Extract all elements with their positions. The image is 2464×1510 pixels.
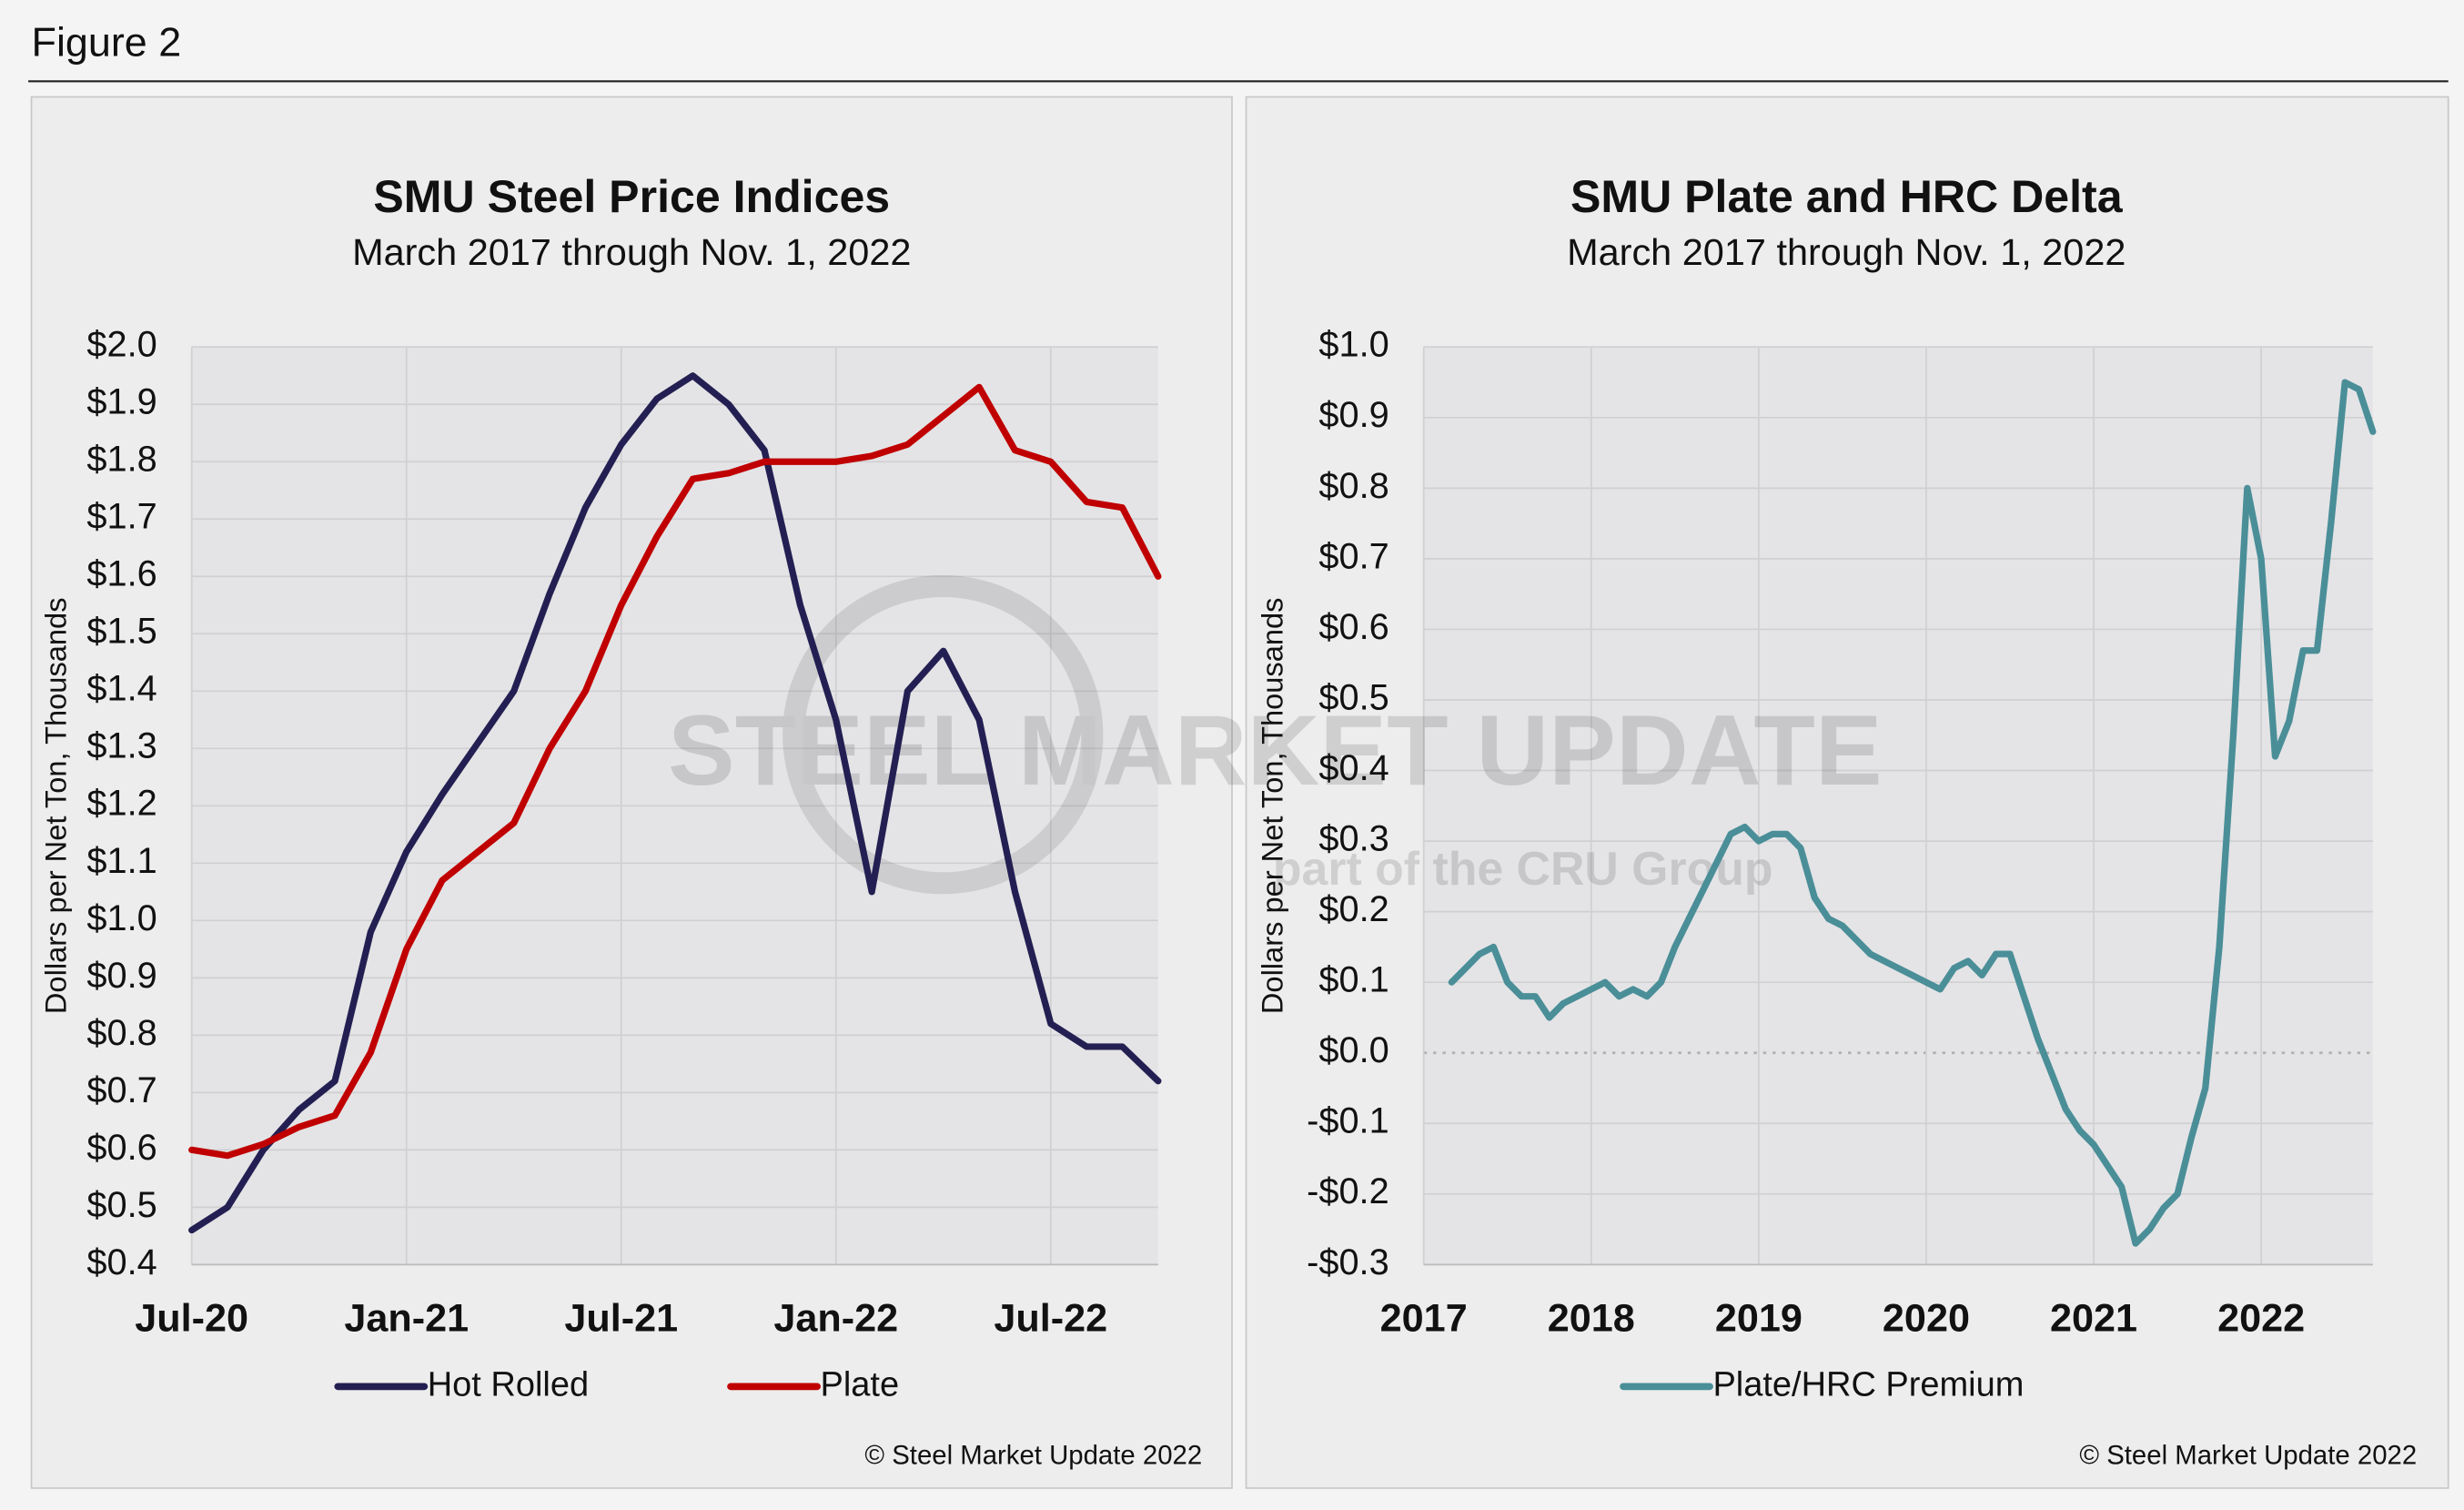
y-tick-label: $0.7 (86, 1070, 157, 1110)
plots: SMU Steel Price Indices March 2017 throug… (38, 171, 2417, 1470)
legend-label: Hot Rolled (428, 1365, 589, 1404)
y-tick-label: $0.6 (1318, 607, 1389, 647)
x-tick-label: 2019 (1715, 1297, 1803, 1341)
y-axis-label: Dollars per Net Ton, Thousands (38, 597, 72, 1014)
y-tick-label: $1.3 (86, 726, 157, 766)
series-line (1448, 379, 2377, 1247)
y-tick-label: $0.1 (1318, 960, 1389, 1000)
y-tick-label: $1.0 (86, 898, 157, 938)
x-tick-label: Jan-22 (773, 1297, 898, 1341)
y-tick-label: $0.4 (86, 1242, 157, 1282)
chart-title: SMU Plate and HRC Delta (1570, 171, 2124, 222)
y-tick-label: -$0.2 (1307, 1171, 1389, 1211)
y-tick-label: $2.0 (86, 325, 157, 365)
lines (188, 372, 2377, 1247)
y-tick-label: $1.0 (1318, 325, 1389, 365)
y-tick-label: $1.6 (86, 554, 157, 594)
source-note: © Steel Market Update 2022 (864, 1441, 1202, 1470)
series-line (188, 372, 1162, 1234)
watermark-brand: STEEL MARKET UPDATE (668, 694, 1883, 806)
y-tick-label: $1.1 (86, 841, 157, 881)
y-tick-label: $0.9 (1318, 395, 1389, 435)
x-tick-label: Jul-21 (564, 1297, 678, 1341)
source-note: © Steel Market Update 2022 (2079, 1441, 2417, 1470)
y-tick-label: $1.8 (86, 440, 157, 480)
x-tick-label: 2021 (2050, 1297, 2137, 1341)
y-tick-label: $0.3 (1318, 819, 1389, 859)
plot-area (1423, 347, 2373, 1265)
y-axis-label: Dollars per Net Ton, Thousands (1255, 597, 1288, 1014)
y-tick-label: $1.5 (86, 612, 157, 652)
watermark-tagline: part of the CRU Group (1273, 842, 1773, 895)
chart-subtitle: March 2017 through Nov. 1, 2022 (352, 231, 911, 273)
y-tick-label: $0.6 (86, 1128, 157, 1168)
y-tick-label: -$0.1 (1307, 1101, 1389, 1141)
y-tick-label: -$0.3 (1307, 1242, 1389, 1282)
y-tick-label: $0.2 (1318, 889, 1389, 929)
y-tick-label: $1.7 (86, 497, 157, 537)
x-tick-label: 2020 (1883, 1297, 1970, 1341)
y-tick-label: $0.7 (1318, 536, 1389, 576)
x-tick-label: Jul-20 (135, 1297, 248, 1341)
y-tick-label: $0.5 (1318, 678, 1389, 718)
legend-label: Plate/HRC Premium (1712, 1365, 2024, 1404)
watermark-logo (783, 575, 1104, 895)
y-tick-label: $0.8 (86, 1013, 157, 1053)
x-tick-label: Jul-22 (994, 1297, 1107, 1341)
x-tick-label: 2018 (1548, 1297, 1635, 1341)
legend-label: Plate (821, 1365, 900, 1404)
y-tick-label: $1.9 (86, 382, 157, 422)
series-line (188, 383, 1162, 1160)
chart-subtitle: March 2017 through Nov. 1, 2022 (1567, 231, 2126, 273)
chart-title: SMU Steel Price Indices (373, 171, 890, 222)
y-tick-label: $1.4 (86, 669, 157, 709)
y-tick-label: $0.4 (1318, 748, 1389, 788)
y-tick-label: $0.9 (86, 956, 157, 996)
x-tick-label: 2017 (1380, 1297, 1468, 1341)
watermark: STEEL MARKET UPDATE part of the CRU Grou… (668, 575, 1883, 895)
y-tick-label: $0.5 (86, 1185, 157, 1225)
y-tick-label: $0.8 (1318, 466, 1389, 506)
figure-title: Figure 2 (32, 20, 182, 66)
y-tick-label: $0.0 (1318, 1030, 1389, 1070)
x-tick-label: Jan-21 (344, 1297, 469, 1341)
x-tick-label: 2022 (2217, 1297, 2305, 1341)
y-tick-label: $1.2 (86, 784, 157, 824)
